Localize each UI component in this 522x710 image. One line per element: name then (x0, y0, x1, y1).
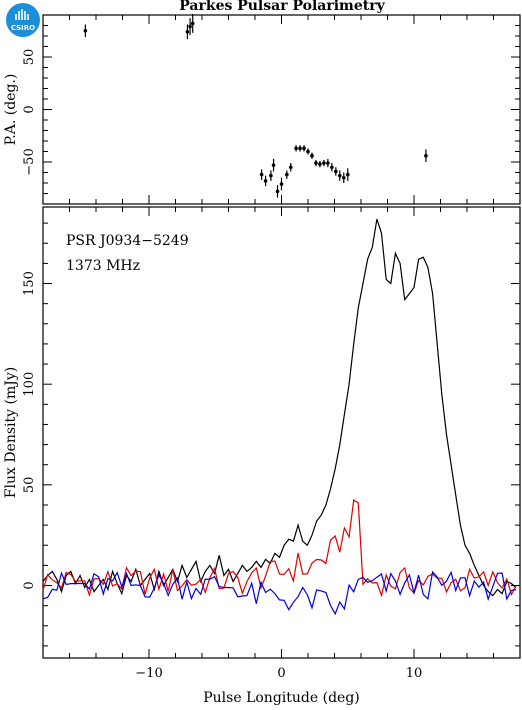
pa-marker (269, 173, 273, 178)
pa-marker (326, 161, 330, 165)
y-tick-label: 50 (22, 49, 37, 66)
flux-series (42, 218, 517, 616)
pa-point (302, 145, 306, 152)
flux-panel-ticks (42, 207, 521, 658)
pa-y-tick-labels: −50 0 50 (22, 49, 37, 176)
pa-marker (259, 172, 264, 177)
pa-panel-frame (42, 14, 521, 205)
pa-marker (83, 28, 88, 33)
x-tick-label: −10 (135, 666, 162, 681)
pa-marker (279, 182, 284, 186)
pa-point (330, 163, 334, 172)
pa-marker (310, 153, 314, 158)
pa-marker (285, 172, 289, 177)
y-tick-label: 0 (22, 105, 37, 113)
pa-panel-ticks (42, 14, 521, 205)
pa-marker (294, 146, 298, 151)
pa-marker (341, 175, 346, 180)
pa-point (285, 170, 289, 179)
pa-marker (275, 189, 280, 194)
pa-point (288, 163, 293, 172)
y-tick-label: 150 (22, 271, 37, 296)
pa-marker (424, 153, 428, 158)
pa-point (318, 160, 322, 168)
pa-point (322, 159, 326, 167)
pa-point (279, 177, 284, 191)
pa-marker (314, 161, 318, 165)
flux-y-tick-labels: 0 50 100 150 (22, 271, 37, 590)
csiro-logo: CSIRO (6, 3, 40, 37)
pa-point (310, 152, 314, 159)
flux-series-line-0 (42, 218, 517, 597)
pa-point (294, 145, 298, 152)
pa-marker (190, 21, 195, 26)
x-tick-label: 10 (406, 666, 423, 681)
pa-point (190, 13, 195, 33)
pa-point (83, 24, 88, 38)
pa-marker (318, 162, 322, 166)
y-tick-label: 100 (22, 372, 37, 397)
csiro-logo-text: CSIRO (11, 24, 35, 32)
pa-point (345, 168, 350, 181)
y-tick-label: 0 (22, 581, 37, 589)
pa-marker (322, 161, 326, 165)
pa-marker (338, 173, 342, 178)
pa-point (306, 148, 310, 155)
flux-y-axis-label: Flux Density (mJy) (3, 367, 19, 498)
csiro-logo-mark (15, 9, 29, 20)
chart-title: Parkes Pulsar Polarimetry (179, 0, 385, 14)
flux-panel-frame (42, 206, 521, 659)
pa-marker (288, 165, 293, 170)
pa-point (314, 159, 318, 167)
y-tick-label: −50 (22, 148, 37, 175)
pa-point (188, 18, 192, 35)
flux-x-axis-label: Pulse Longitude (deg) (203, 690, 360, 706)
pa-marker (306, 149, 310, 154)
pa-marker (330, 165, 334, 170)
pa-marker (302, 146, 306, 151)
pa-marker (334, 169, 338, 174)
flux-series-line-1 (42, 499, 517, 598)
pa-y-axis-label: P.A. (deg.) (3, 74, 19, 146)
pa-point (338, 170, 342, 181)
flux-x-tick-labels: −10 0 10 (135, 666, 422, 681)
pa-point (326, 158, 330, 168)
pa-marker (185, 30, 190, 34)
pa-marker (345, 172, 350, 177)
pa-marker (271, 163, 276, 167)
pulsar-name-annotation: PSR J0934−5249 (66, 233, 189, 249)
pa-point (424, 149, 428, 162)
pa-marker (263, 179, 268, 183)
pa-marker (188, 24, 192, 29)
flux-series-line-2 (42, 570, 517, 616)
frequency-annotation: 1373 MHz (66, 258, 140, 274)
pa-point (185, 24, 190, 40)
pa-point (271, 158, 276, 172)
pa-point (259, 169, 264, 180)
pa-point (263, 175, 268, 187)
pa-marker (298, 146, 302, 151)
pa-point (275, 185, 280, 198)
pa-point (298, 145, 302, 152)
pa-points (83, 13, 428, 198)
pa-point (341, 172, 346, 183)
x-tick-label: 0 (277, 666, 285, 681)
pa-point (269, 170, 273, 181)
pa-point (334, 167, 338, 176)
y-tick-label: 50 (22, 477, 37, 494)
